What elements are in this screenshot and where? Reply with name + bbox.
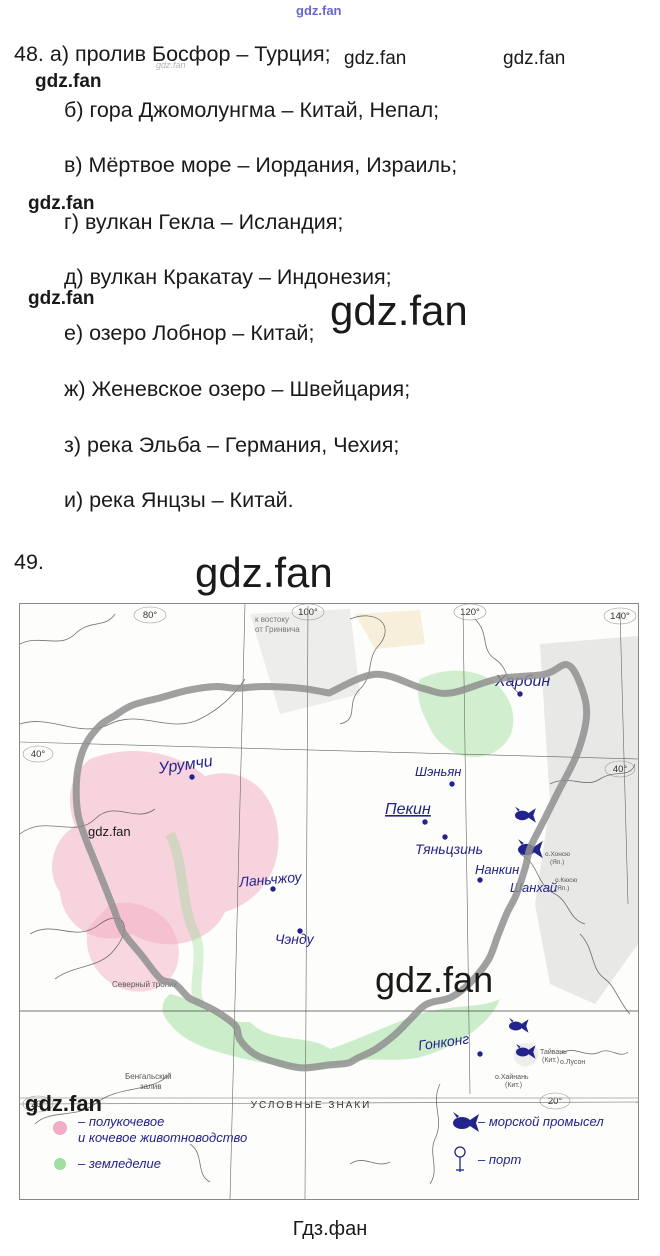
svg-text:80°: 80° [143,610,158,621]
svg-text:40°: 40° [31,749,46,760]
svg-text:от Гринвича: от Гринвича [255,625,300,634]
svg-text:(Яп.): (Яп.) [555,885,569,892]
svg-text:(Яп.): (Яп.) [550,859,564,866]
svg-text:о.Кюсю: о.Кюсю [555,877,577,884]
svg-text:о.Хайнань: о.Хайнань [495,1073,529,1081]
svg-text:Шэньян: Шэньян [415,764,461,779]
svg-text:и кочевое животноводство: и кочевое животноводство [78,1130,247,1145]
svg-text:Пекин: Пекин [385,801,431,818]
svg-text:(Кит.): (Кит.) [542,1057,559,1064]
svg-text:Бенгальский: Бенгальский [125,1072,172,1081]
svg-text:– земледелие: – земледелие [77,1156,161,1171]
svg-text:залив: залив [140,1082,162,1091]
svg-text:Чэнду: Чэнду [275,931,315,947]
svg-text:Тяньцзинь: Тяньцзинь [415,841,483,857]
svg-text:(Кит.): (Кит.) [505,1082,522,1089]
svg-text:– морской промысел: – морской промысел [477,1114,604,1129]
svg-text:о.Лусон: о.Лусон [560,1059,585,1066]
svg-text:УСЛОВНЫЕ ЗНАКИ: УСЛОВНЫЕ ЗНАКИ [251,1100,372,1111]
svg-text:– порт: – порт [477,1152,521,1167]
svg-text:о.Хонсю: о.Хонсю [545,851,570,858]
svg-text:Нанкин: Нанкин [475,862,519,877]
svg-text:к востоку: к востоку [255,615,289,624]
